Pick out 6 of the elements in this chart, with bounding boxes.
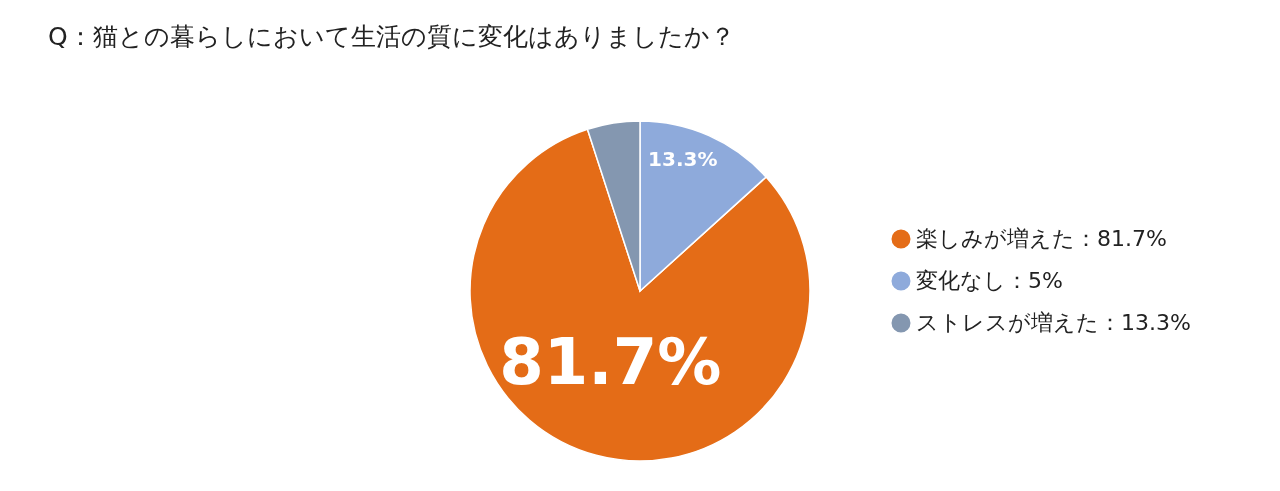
legend-label: 楽しみが増えた：81.7% bbox=[916, 226, 1167, 251]
data-label: 81.7% bbox=[499, 324, 722, 399]
legend-label: 変化なし：5% bbox=[916, 268, 1063, 293]
data-label: 13.3% bbox=[648, 146, 718, 171]
chart-title: Q：猫との暮らしにおいて生活の質に変化はありましたか？ bbox=[48, 22, 735, 51]
legend-label: ストレスが増えた：13.3% bbox=[916, 310, 1191, 335]
